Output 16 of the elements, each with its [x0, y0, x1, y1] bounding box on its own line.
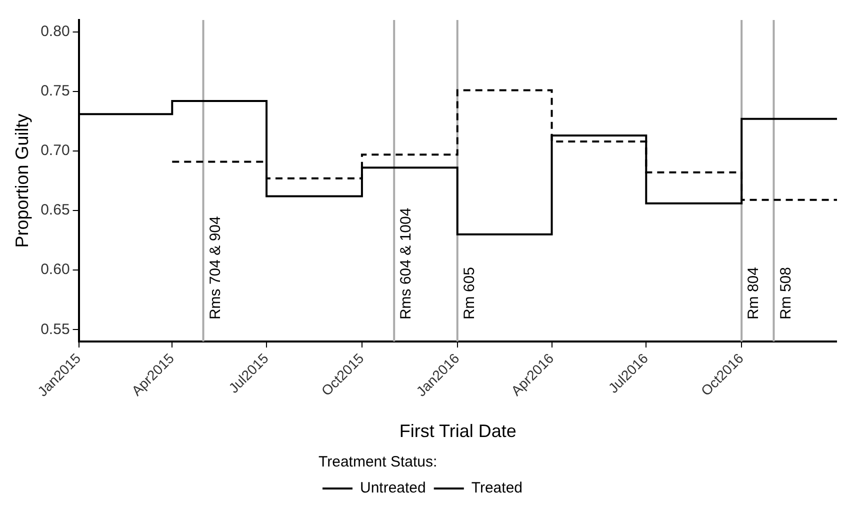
y-tick-label: 0.75 [40, 82, 70, 100]
ref-line-label: Rm 605 [461, 267, 478, 320]
x-axis-title: First Trial Date [399, 421, 516, 442]
y-tick-label: 0.80 [40, 23, 70, 40]
ref-line-label: Rm 508 [777, 267, 794, 320]
y-tick-label: 0.60 [40, 261, 70, 278]
y-tick-label: 0.70 [40, 142, 70, 160]
ref-line-label: Rm 804 [745, 267, 762, 320]
ref-line-label: Rms 604 & 1004 [398, 208, 415, 320]
legend-label: Untreated [360, 480, 426, 497]
legend-label: Treated [471, 480, 523, 497]
ref-line-label: Rms 704 & 904 [206, 216, 224, 320]
legend-title: Treatment Status: [318, 454, 438, 471]
y-tick-label: 0.55 [40, 320, 70, 338]
y-tick-label: 0.65 [40, 202, 70, 219]
y-axis-title: Proportion Guilty [12, 114, 32, 248]
